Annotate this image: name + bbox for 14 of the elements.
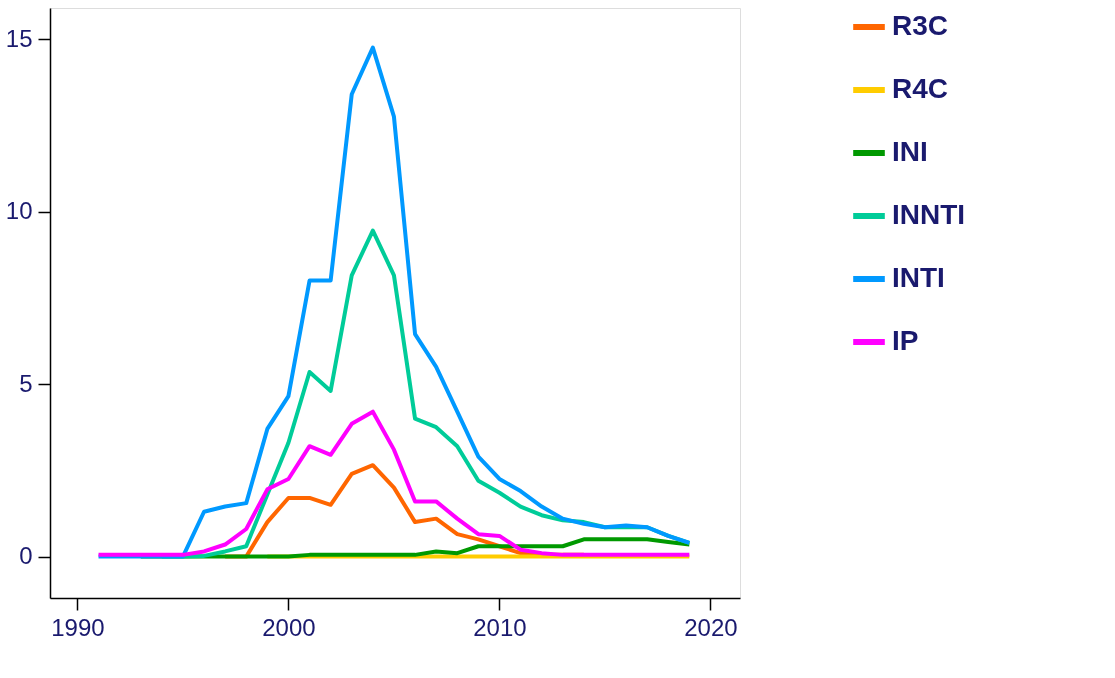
- legend-label: INI: [892, 136, 928, 167]
- y-tick-label: 10: [5, 197, 33, 225]
- legend-label: INTI: [892, 262, 945, 293]
- legend-label: R4C: [892, 73, 949, 104]
- legend-label: INNTI: [892, 199, 966, 230]
- x-tick-label: 2000: [262, 613, 316, 641]
- legend-label: R3C: [892, 10, 949, 41]
- x-tick-label: 2020: [684, 613, 738, 641]
- y-tick-label: 0: [19, 542, 33, 570]
- legend-label: IP: [892, 325, 919, 356]
- x-tick-label: 1990: [51, 613, 105, 641]
- x-tick-label: 2010: [473, 613, 527, 641]
- y-tick-label: 5: [19, 369, 33, 397]
- y-tick-label: 15: [5, 24, 33, 52]
